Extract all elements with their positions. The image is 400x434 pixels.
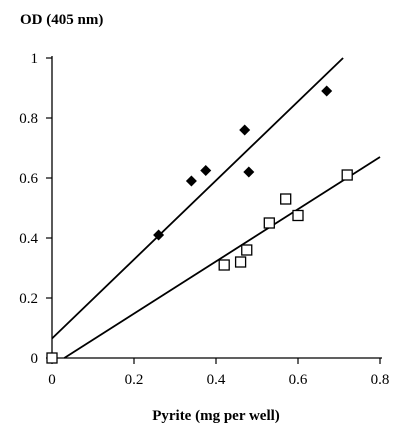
data-points — [46, 85, 353, 364]
diamond-point — [239, 124, 251, 136]
fit-line-series-0 — [51, 57, 344, 340]
fit-line-series-1 — [63, 156, 381, 359]
x-tick-label: 0 — [48, 372, 56, 388]
x-tick-label: 0.4 — [207, 372, 226, 388]
diamond-point — [321, 85, 333, 97]
square-point — [341, 169, 353, 181]
y-tick-label: 1 — [31, 51, 39, 67]
axes: 0 0.2 0.4 0.6 0.8 0 0.2 0.4 0.6 0.8 1 — [19, 51, 389, 388]
x-tick-label: 0.2 — [125, 372, 144, 388]
square-point — [46, 352, 58, 364]
square-point — [263, 217, 275, 229]
diamond-point — [243, 166, 255, 178]
x-tick-label: 0.6 — [289, 372, 308, 388]
x-axis-label: Pyrite (mg per well) — [152, 408, 280, 424]
y-tick-label: 0.2 — [19, 291, 38, 307]
y-axis-label: OD (405 nm) — [20, 12, 103, 28]
diamond-point — [185, 175, 197, 187]
square-point — [241, 244, 253, 256]
y-tick-label: 0.4 — [19, 231, 38, 247]
y-tick-label: 0.8 — [19, 111, 38, 127]
diamond-point — [153, 229, 165, 241]
diamond-point — [200, 165, 212, 176]
square-point — [234, 256, 247, 268]
x-tick-label: 0.8 — [371, 372, 390, 388]
fit-lines — [51, 57, 381, 359]
y-tick-label: 0.6 — [19, 171, 38, 187]
square-point — [280, 193, 292, 205]
square-point — [292, 209, 304, 222]
square-point — [218, 259, 230, 271]
y-tick-label: 0 — [31, 351, 39, 367]
